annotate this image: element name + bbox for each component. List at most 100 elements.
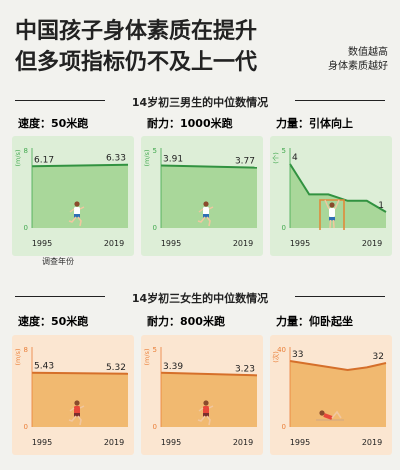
area-fill	[290, 361, 386, 427]
runner-icon	[197, 400, 214, 426]
chart-svg: 8 0 (m/s) 5.43 5.32 1995 2019	[12, 335, 134, 455]
y-tick-min: 0	[153, 224, 157, 232]
y-tick-min: 0	[282, 224, 286, 232]
x-tick-label: 2019	[104, 438, 124, 447]
data-label: 6.17	[34, 155, 54, 165]
chart-title-female-endurance: 耐力：800米跑	[147, 315, 225, 328]
runner-shorts	[74, 413, 80, 417]
runner-leg-back	[68, 415, 77, 422]
chart-title-male-speed: 速度：50米跑	[18, 117, 89, 130]
runner-leg-front	[77, 216, 82, 227]
pullup-head	[329, 202, 335, 208]
y-axis-unit: (m/s)	[143, 150, 151, 167]
chart-svg: 8 0 (m/s) 6.17 6.33 1995 2019	[12, 136, 134, 256]
area-fill	[290, 164, 386, 228]
runner-leg-front	[206, 415, 211, 426]
y-axis-unit: (个)	[272, 152, 280, 164]
pullup-shirt	[329, 208, 335, 217]
chart-panel-male-speed: 8 0 (m/s) 6.17 6.33 1995 2019	[12, 136, 134, 256]
x-tick-label: 2019	[362, 239, 382, 248]
x-tick-label: 2019	[233, 438, 253, 447]
runner-arm-front	[208, 206, 214, 210]
y-axis-unit: (m/s)	[14, 150, 22, 167]
chart-title-female-strength: 力量：仰卧起坐	[276, 315, 353, 328]
data-label: 3.39	[163, 362, 183, 372]
runner-arm-back	[198, 208, 204, 213]
runner-leg-front	[206, 216, 211, 227]
runner-head	[74, 400, 80, 406]
y-axis-unit: (m/s)	[14, 349, 22, 366]
runner-shorts	[203, 413, 209, 417]
section-heading-text: 14岁初三女生的中位数情况	[125, 289, 275, 309]
y-tick-max: 5	[153, 147, 157, 155]
chart-svg: 5 0 (m/s) 3.91 3.77 1995 2019	[141, 136, 263, 256]
pullup-bar	[319, 199, 345, 230]
y-tick-max: 8	[24, 346, 28, 354]
runner-shirt	[74, 207, 80, 215]
series-line	[160, 371, 258, 377]
series-line	[289, 163, 387, 213]
x-tick-label: 2019	[233, 239, 253, 248]
data-label: 3.23	[235, 364, 255, 374]
section-heading-male: 14岁初三男生的中位数情况	[0, 91, 400, 113]
note-line-2: 身体素质越好	[328, 61, 388, 72]
data-label: 5.32	[106, 363, 126, 373]
series-line	[31, 371, 129, 375]
x-tick-label: 1995	[32, 239, 52, 248]
chart-panel-female-endurance: 5 0 (m/s) 3.39 3.23 1995 2019	[141, 335, 263, 455]
page-title: 中国孩子身体素质在提升 但多项指标仍不及上一代	[15, 16, 257, 78]
data-label: 3.77	[235, 157, 255, 167]
pullup-shorts	[329, 217, 335, 221]
section-heading-female: 14岁初三女生的中位数情况	[0, 287, 400, 309]
pullup-arms	[324, 199, 340, 210]
data-label: 33	[292, 350, 303, 360]
area-fill	[32, 164, 128, 228]
y-tick-min: 0	[24, 224, 28, 232]
runner-shirt	[203, 406, 209, 414]
runner-shirt	[203, 207, 209, 215]
section-heading-text: 14岁初三男生的中位数情况	[125, 93, 275, 113]
series-line	[31, 163, 129, 168]
runner-icon	[68, 201, 85, 227]
chart-panel-male-endurance: 5 0 (m/s) 3.91 3.77 1995 2019	[141, 136, 263, 256]
data-label: 5.43	[34, 362, 54, 372]
x-tick-label: 2019	[362, 438, 382, 447]
runner-arm-front	[208, 405, 214, 409]
data-label: 4	[292, 153, 298, 163]
x-tick-label: 1995	[32, 438, 52, 447]
heading-rule-left	[15, 100, 105, 101]
title-line-1: 中国孩子身体素质在提升	[15, 19, 258, 44]
chart-title-male-strength: 力量：引体向上	[276, 117, 353, 130]
y-tick-max: 40	[277, 346, 286, 354]
data-label: 3.91	[163, 154, 183, 164]
pullup-icon	[319, 199, 345, 230]
heading-rule-left	[15, 296, 105, 297]
runner-arm-back	[198, 407, 204, 412]
situp-icon	[316, 410, 344, 421]
runner-icon	[68, 400, 85, 426]
heading-rule-right	[295, 100, 385, 101]
x-tick-label: 1995	[290, 239, 310, 248]
x-tick-label: 1995	[161, 239, 181, 248]
runner-arm-back	[69, 407, 75, 412]
y-axis-unit: (m/s)	[143, 349, 151, 366]
legend-note: 数值越高 身体素质越好	[328, 46, 388, 74]
data-label: 6.33	[106, 154, 126, 164]
runner-arm-back	[69, 208, 75, 213]
y-tick-max: 5	[153, 346, 157, 354]
heading-rule-right	[295, 296, 385, 297]
area-fill	[161, 165, 257, 228]
y-tick-min: 0	[282, 423, 286, 431]
runner-leg-front	[77, 415, 82, 426]
title-line-2: 但多项指标仍不及上一代	[15, 50, 258, 75]
area-fill	[32, 372, 128, 427]
runner-shirt	[74, 406, 80, 414]
situp-torso	[323, 413, 333, 420]
runner-head	[203, 201, 209, 207]
situp-head	[319, 410, 325, 416]
runner-icon	[197, 201, 214, 227]
area-fill	[161, 372, 257, 427]
x-tick-label: 2019	[104, 239, 124, 248]
y-tick-max: 8	[24, 147, 28, 155]
runner-shorts	[74, 214, 80, 218]
